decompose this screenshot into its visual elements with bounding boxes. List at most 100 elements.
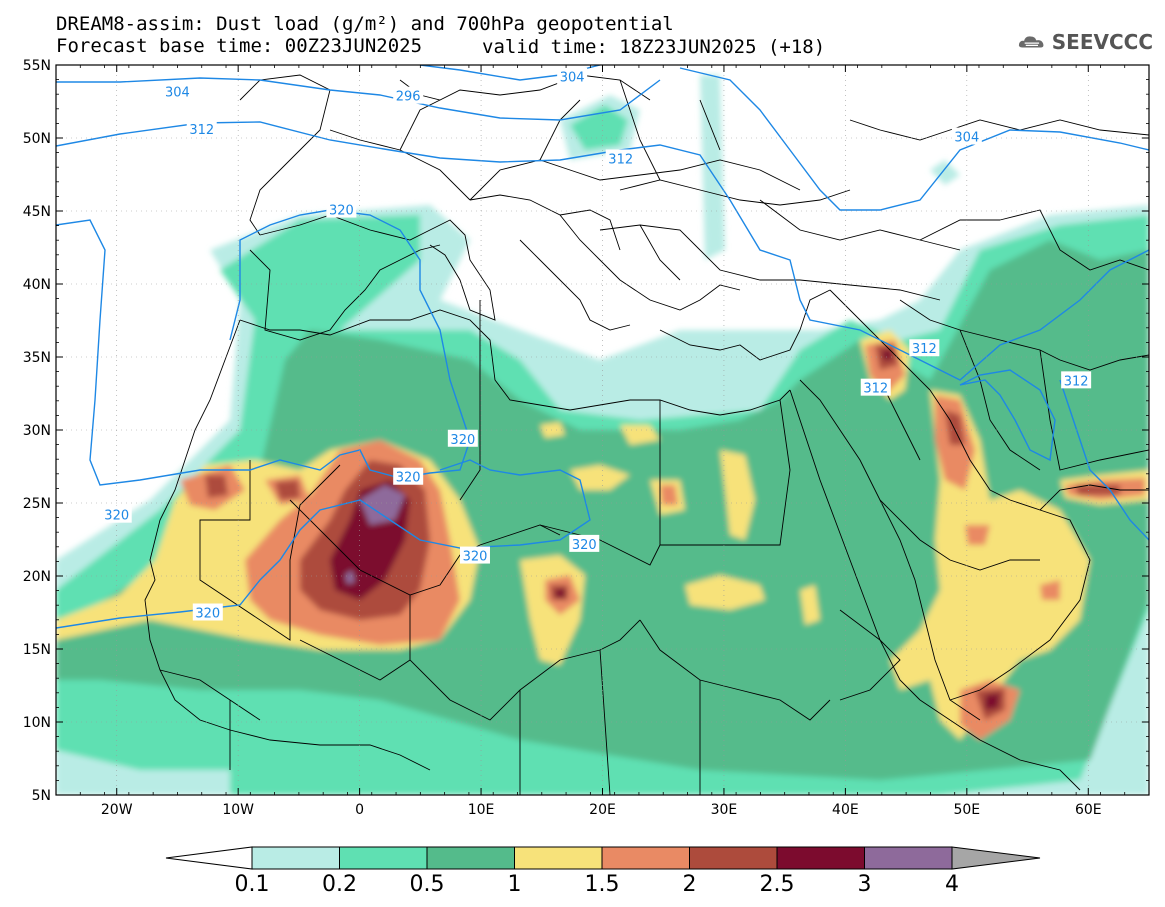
logo-text: SEEVCCC bbox=[1051, 30, 1153, 54]
contour-label-bg bbox=[909, 339, 940, 357]
contour-label-bg bbox=[860, 378, 891, 396]
colorbar-label: 0.5 bbox=[410, 872, 445, 897]
contour-label-text: 312 bbox=[863, 382, 888, 397]
colorbar-swatch bbox=[776, 846, 865, 870]
dust-level-3 bbox=[360, 485, 405, 525]
contour-312-loop bbox=[959, 369, 1056, 462]
contour-label-bg bbox=[569, 534, 600, 552]
contour-label-bg bbox=[1061, 371, 1092, 389]
contour-label-text: 304 bbox=[954, 131, 979, 146]
colorbar-swatch bbox=[514, 846, 603, 870]
contour-312-east bbox=[1059, 379, 1149, 541]
colorbar-label: 2 bbox=[683, 872, 697, 897]
colorbar-label: 0.2 bbox=[322, 872, 357, 897]
contour-label: 296 bbox=[393, 86, 424, 105]
colorbar-label: 4 bbox=[945, 872, 959, 897]
lon-label: 10W bbox=[222, 802, 254, 818]
lon-label: 20E bbox=[589, 802, 616, 818]
base-time: Forecast base time: 00Z23JUN2025 bbox=[56, 35, 423, 57]
contour-label-bg bbox=[557, 67, 588, 85]
lon-label: 50E bbox=[953, 802, 980, 818]
contour-label-bg bbox=[393, 86, 424, 104]
contour-304-east bbox=[679, 67, 1149, 211]
longitude-labels: 20W 10W 0 10E 20E 30E 40E 50E 60E bbox=[101, 802, 1102, 818]
contour-label-bg bbox=[101, 505, 132, 523]
contour-label: 320 bbox=[101, 505, 132, 524]
colorbar-swatch bbox=[601, 846, 690, 870]
lat-label: 45N bbox=[23, 204, 51, 220]
contour-312-north bbox=[56, 121, 1149, 381]
contour-label: 320 bbox=[192, 603, 223, 622]
contour-label-text: 312 bbox=[189, 123, 214, 138]
contour-label-text: 320 bbox=[572, 538, 597, 553]
seevccc-logo: SEEVCCC bbox=[1018, 26, 1153, 58]
contour-label: 312 bbox=[909, 339, 940, 357]
lat-label: 50N bbox=[23, 131, 51, 147]
colorbar-right-arrow bbox=[951, 846, 1041, 870]
contour-label: 320 bbox=[569, 534, 600, 553]
contour-label: 312 bbox=[605, 149, 636, 167]
contour-label-bg bbox=[192, 603, 223, 621]
contour-label-bg bbox=[326, 200, 357, 218]
contour-label: 304 bbox=[557, 67, 588, 86]
contour-label: 304 bbox=[162, 82, 193, 100]
contour-label: 320 bbox=[459, 546, 490, 565]
colorbar-swatch bbox=[339, 846, 428, 870]
colorbar-swatch bbox=[864, 846, 953, 870]
contour-label-text: 320 bbox=[463, 550, 488, 565]
lon-label: 0 bbox=[355, 802, 364, 818]
contour-label-bg bbox=[162, 82, 193, 100]
contour-label-text: 320 bbox=[104, 509, 129, 524]
colorbar-label: 0.1 bbox=[235, 872, 270, 897]
contour-label-text: 320 bbox=[450, 433, 475, 448]
lon-label: 30E bbox=[711, 802, 738, 818]
lat-label: 20N bbox=[23, 569, 51, 585]
lon-label: 20W bbox=[101, 802, 133, 818]
contour-label-bg bbox=[459, 546, 490, 564]
contour-label-bg bbox=[447, 429, 478, 447]
contour-label-text: 296 bbox=[396, 90, 421, 105]
map-title: DREAM8-assim: Dust load (g/m²) and 700hP… bbox=[56, 13, 674, 35]
valid-time: valid time: 18Z23JUN2025 (+18) bbox=[482, 36, 826, 58]
axis-ticks bbox=[55, 64, 1150, 796]
contour-label-text: 312 bbox=[1064, 374, 1089, 389]
lat-label: 10N bbox=[23, 715, 51, 731]
contour-label: 320 bbox=[447, 429, 478, 448]
contour-label-bg bbox=[393, 467, 424, 485]
contour-label: 304 bbox=[951, 127, 982, 146]
contour-label-text: 304 bbox=[560, 71, 585, 86]
colorbar-swatch bbox=[689, 846, 778, 870]
contour-label-bg bbox=[605, 149, 636, 167]
contour-label-text: 304 bbox=[165, 85, 190, 100]
contour-304-west bbox=[56, 77, 661, 121]
contour-label-text: 312 bbox=[608, 152, 633, 167]
contour-label-bg bbox=[951, 127, 982, 145]
contour-label-bg bbox=[186, 120, 217, 138]
contour-label: 312 bbox=[1061, 371, 1092, 389]
lat-label: 5N bbox=[32, 788, 51, 804]
lat-label: 30N bbox=[23, 423, 51, 439]
contour-label-text: 320 bbox=[329, 204, 354, 219]
contour-label: 320 bbox=[393, 467, 424, 486]
contour-labels: 304 296 304 312 312 304 320 312 312 312 320 320 320 3… bbox=[101, 67, 1092, 622]
colorbar-label: 1.5 bbox=[585, 872, 620, 897]
contour-320-south bbox=[56, 459, 591, 629]
lat-label: 15N bbox=[23, 642, 51, 658]
cloud-logo-icon bbox=[1018, 36, 1044, 48]
colorbar bbox=[165, 846, 1041, 870]
contour-label: 320 bbox=[326, 200, 357, 219]
colorbar-left-arrow bbox=[165, 846, 253, 870]
lon-label: 40E bbox=[832, 802, 859, 818]
colorbar-labels: 0.1 0.2 0.5 1 1.5 2 2.5 3 4 bbox=[235, 872, 960, 897]
colorbar-swatch bbox=[426, 846, 515, 870]
lat-label: 55N bbox=[23, 58, 51, 74]
colorbar-swatch bbox=[251, 846, 340, 870]
lon-label: 60E bbox=[1075, 802, 1102, 818]
lat-label: 35N bbox=[23, 350, 51, 366]
contour-label-text: 320 bbox=[396, 471, 421, 486]
contour-label-text: 320 bbox=[195, 607, 220, 622]
colorbar-label: 1 bbox=[508, 872, 522, 897]
latitude-labels: 55N 50N 45N 40N 35N 30N 25N 20N 15N 10N 5N bbox=[23, 58, 51, 804]
colorbar-label: 3 bbox=[858, 872, 872, 897]
